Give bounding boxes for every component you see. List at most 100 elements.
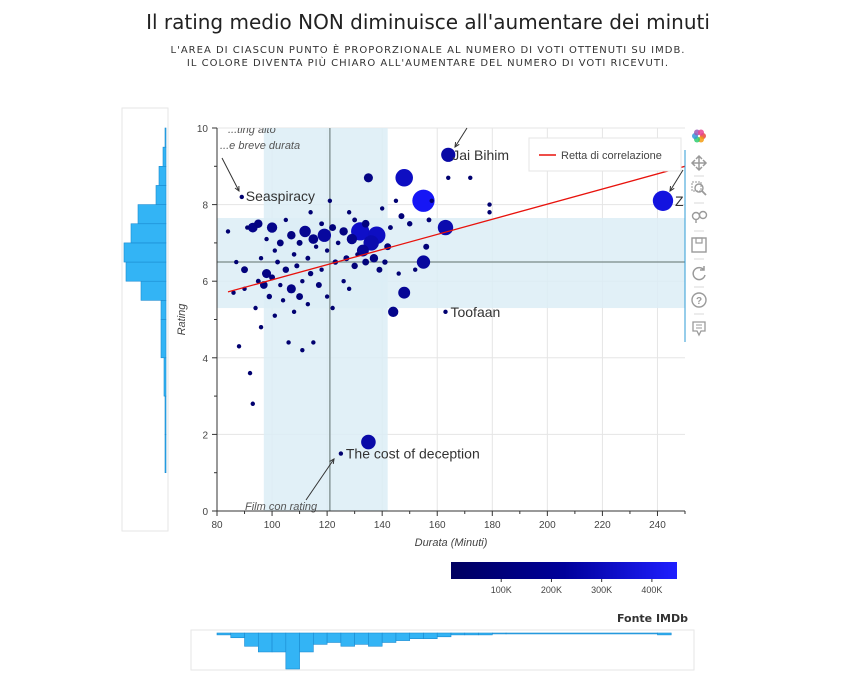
data-point[interactable] [487,210,492,215]
data-point[interactable] [388,225,393,231]
data-point[interactable] [426,217,432,223]
data-point[interactable] [330,305,335,311]
data-point[interactable] [324,294,330,299]
save-icon[interactable] [691,237,707,253]
duration-histogram-bar[interactable] [285,632,300,670]
data-point[interactable] [308,210,313,215]
data-point[interactable] [264,236,269,242]
duration-histogram-bar[interactable] [368,632,383,647]
data-point[interactable] [363,173,373,183]
data-point[interactable] [275,259,280,265]
data-point[interactable] [294,263,300,269]
data-point[interactable] [313,244,319,249]
hover-icon[interactable] [692,321,706,337]
rating-histogram-bar[interactable] [140,280,167,301]
rating-histogram-bar[interactable] [130,223,167,244]
duration-histogram-bar[interactable] [299,632,314,653]
data-point[interactable] [319,221,325,227]
data-point[interactable] [416,255,431,269]
data-point[interactable] [300,347,305,353]
data-point[interactable] [398,213,405,220]
data-point[interactable] [311,340,316,345]
data-point[interactable] [305,255,311,261]
data-point[interactable] [346,233,358,245]
data-point[interactable] [236,344,242,349]
data-point[interactable] [393,198,399,203]
duration-histogram-bar[interactable] [313,632,328,645]
rating-histogram-bar[interactable] [158,166,167,186]
data-point[interactable] [412,189,435,212]
data-point[interactable] [446,175,451,180]
data-point[interactable] [423,243,430,250]
duration-histogram-bar[interactable] [409,632,424,639]
duration-histogram-bar[interactable] [505,632,658,635]
rating-histogram-bar[interactable] [164,395,167,435]
data-point[interactable] [296,293,304,300]
help-icon[interactable]: ? [691,292,707,308]
duration-histogram-bar[interactable] [257,632,273,653]
data-point[interactable] [468,175,473,180]
data-point[interactable] [382,259,388,265]
data-point[interactable] [231,290,236,295]
duration-histogram-bar[interactable] [478,632,493,636]
data-point[interactable] [283,217,289,223]
data-point[interactable] [258,256,264,261]
data-point[interactable] [296,239,303,246]
reset-icon[interactable] [692,266,706,281]
data-point[interactable] [652,190,674,211]
data-point[interactable] [300,279,305,284]
data-point[interactable] [262,268,272,279]
data-point[interactable] [329,224,337,232]
duration-histogram-bar[interactable] [230,632,245,639]
data-point[interactable] [379,206,385,211]
data-point[interactable] [291,309,297,315]
data-point[interactable] [341,279,346,284]
data-point[interactable] [398,286,411,299]
data-point[interactable] [429,198,434,203]
duration-histogram-bar[interactable] [216,632,232,636]
duration-histogram-bar[interactable] [354,632,369,645]
data-point[interactable] [346,286,352,292]
data-point[interactable] [254,219,263,228]
bokeh-logo-icon[interactable] [692,129,706,143]
duration-histogram-bar[interactable] [657,632,672,636]
data-point[interactable] [241,266,248,274]
duration-histogram-bar[interactable] [340,632,355,647]
data-point[interactable] [413,267,418,272]
data-point[interactable] [443,309,448,315]
data-point[interactable] [441,147,456,162]
data-point[interactable] [362,258,370,266]
data-point[interactable] [245,225,250,230]
data-point[interactable] [258,324,264,330]
rating-histogram-bar[interactable] [160,300,167,320]
data-point[interactable] [346,210,352,215]
data-point[interactable] [327,198,333,203]
data-point[interactable] [351,262,358,270]
data-point[interactable] [324,248,330,253]
duration-histogram-bar[interactable] [381,632,397,643]
box-zoom-icon[interactable] [691,181,707,196]
data-point[interactable] [247,370,253,376]
data-point[interactable] [239,194,244,200]
data-point[interactable] [299,225,311,238]
duration-histogram-bar[interactable] [436,632,452,638]
data-point[interactable] [287,231,296,240]
data-point[interactable] [286,340,291,345]
duration-histogram-bar[interactable] [244,632,259,647]
data-point[interactable] [305,301,311,307]
data-point[interactable] [253,305,258,311]
data-point[interactable] [291,252,297,257]
data-point[interactable] [317,228,332,242]
data-point[interactable] [369,254,379,263]
duration-histogram[interactable] [190,629,695,671]
data-point[interactable] [376,266,383,273]
duration-histogram-bar[interactable] [395,632,411,641]
rating-histogram-bar[interactable] [164,127,167,148]
data-point[interactable] [308,234,319,244]
duration-histogram-bar[interactable] [271,632,287,653]
data-point[interactable] [255,278,261,284]
data-point[interactable] [319,267,324,272]
data-point[interactable] [266,222,278,233]
wheel-zoom-icon[interactable] [691,210,708,224]
